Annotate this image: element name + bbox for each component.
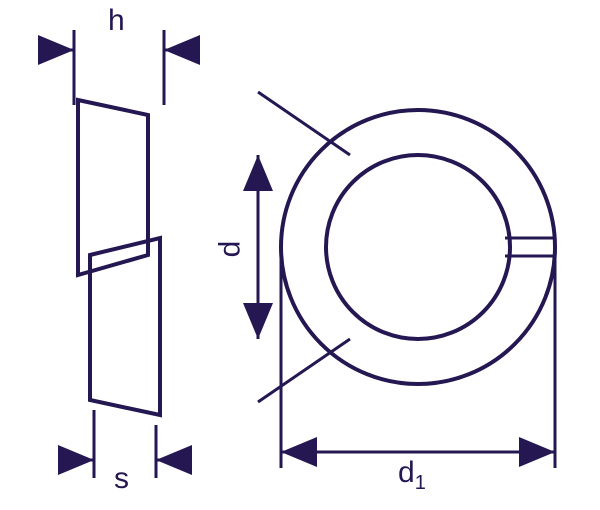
front-view <box>258 92 555 468</box>
side-view <box>40 30 198 478</box>
label-h: h <box>108 4 125 38</box>
drawing-canvas: h s d d1 <box>0 0 600 510</box>
label-d1: d1 <box>398 456 426 495</box>
label-d: d <box>213 241 247 258</box>
washer-diagram <box>0 0 600 510</box>
label-s: s <box>114 462 129 496</box>
